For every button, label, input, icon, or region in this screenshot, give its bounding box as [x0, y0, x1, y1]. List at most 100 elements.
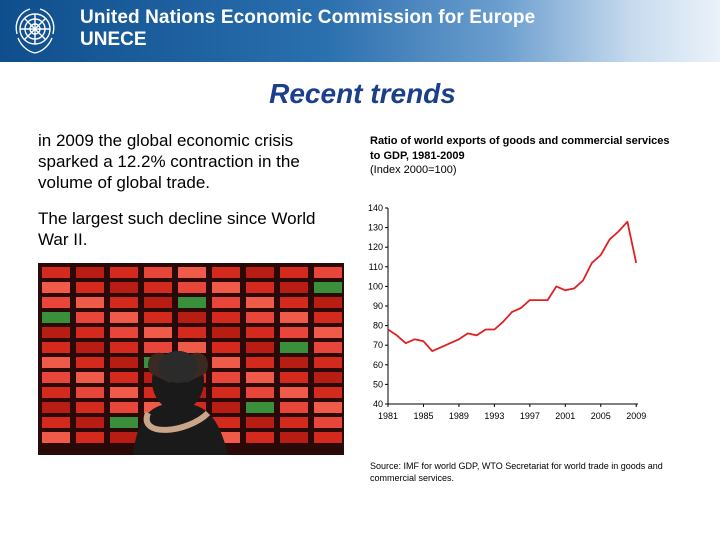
board-cell — [76, 417, 104, 428]
board-cell — [178, 342, 206, 353]
board-cell — [42, 312, 70, 323]
board-cell — [280, 372, 308, 383]
board-cell — [42, 417, 70, 428]
un-emblem-icon — [15, 8, 55, 54]
board-cell — [212, 327, 240, 338]
board-cell — [178, 327, 206, 338]
board-cell — [314, 342, 342, 353]
board-cell — [178, 297, 206, 308]
board-cell — [212, 417, 240, 428]
header-banner: United Nations Economic Commission for E… — [0, 0, 720, 62]
board-cell — [212, 432, 240, 443]
board-cell — [280, 357, 308, 368]
trading-board-photo-icon — [38, 263, 344, 455]
board-cell — [76, 387, 104, 398]
board-cell — [280, 387, 308, 398]
y-tick-label: 110 — [369, 262, 383, 272]
board-cell — [280, 342, 308, 353]
board-cell — [280, 402, 308, 413]
series-line — [387, 220, 638, 353]
board-cell — [246, 282, 274, 293]
board-cell — [144, 267, 172, 278]
board-cell — [280, 327, 308, 338]
board-cell — [314, 267, 342, 278]
board-cell — [212, 387, 240, 398]
board-cell — [42, 327, 70, 338]
board-cell — [280, 312, 308, 323]
board-cell — [246, 327, 274, 338]
board-cell — [76, 342, 104, 353]
board-cell — [246, 297, 274, 308]
board-cell — [280, 267, 308, 278]
board-cell — [212, 402, 240, 413]
board-cell — [246, 372, 274, 383]
board-cell — [246, 267, 274, 278]
board-cell — [42, 342, 70, 353]
chart-title: Ratio of world exports of goods and comm… — [370, 135, 670, 162]
board-cell — [246, 402, 274, 413]
board-cell — [246, 387, 274, 398]
board-cell — [314, 432, 342, 443]
board-cell — [76, 282, 104, 293]
y-tick-label: 140 — [368, 203, 383, 213]
board-cell — [76, 297, 104, 308]
paragraph-crisis: in 2009 the global economic crisis spark… — [38, 131, 300, 192]
board-cell — [246, 357, 274, 368]
board-cell — [42, 282, 70, 293]
board-cell — [280, 417, 308, 428]
board-cell — [42, 387, 70, 398]
y-tick-label: 40 — [373, 399, 383, 409]
y-tick-label: 60 — [373, 360, 383, 370]
board-cell — [212, 267, 240, 278]
x-tick-label: 2005 — [591, 411, 611, 421]
y-tick-label: 50 — [373, 379, 383, 389]
chart-subtitle: (Index 2000=100) — [370, 164, 457, 176]
board-cell — [110, 432, 138, 443]
board-cell — [110, 297, 138, 308]
board-cell — [42, 372, 70, 383]
board-cell — [280, 432, 308, 443]
board-cell — [314, 357, 342, 368]
org-abbreviation: UNECE — [80, 29, 147, 50]
board-cell — [178, 312, 206, 323]
x-tick-label: 2001 — [555, 411, 575, 421]
board-cell — [212, 312, 240, 323]
line-chart: 40 50 60 70 80 90 100 110 120 130 140 1981 1985 1989 1… — [368, 203, 646, 421]
board-cell — [76, 402, 104, 413]
board-cell — [110, 267, 138, 278]
board-cell — [314, 372, 342, 383]
board-cell — [76, 357, 104, 368]
board-cell — [246, 432, 274, 443]
paragraph-decline: The largest such decline since World War… — [38, 209, 316, 249]
board-cell — [314, 402, 342, 413]
board-cell — [110, 372, 138, 383]
board-cell — [110, 387, 138, 398]
board-cell — [314, 417, 342, 428]
y-tick-label: 80 — [373, 321, 383, 331]
x-tick-label: 1989 — [449, 411, 469, 421]
board-cell — [110, 357, 138, 368]
board-cell — [110, 342, 138, 353]
board-cell — [144, 297, 172, 308]
y-tick-label: 70 — [373, 340, 383, 350]
board-cell — [314, 312, 342, 323]
source-note: Source: IMF for world GDP, WTO Secretari… — [370, 461, 663, 483]
board-cell — [314, 327, 342, 338]
board-cell — [212, 342, 240, 353]
slide-title: Recent trends — [269, 78, 456, 109]
x-tick-label: 1997 — [520, 411, 540, 421]
x-tick-label: 1985 — [413, 411, 433, 421]
board-cell — [212, 372, 240, 383]
org-name: United Nations Economic Commission for E… — [80, 7, 536, 28]
board-cell — [144, 327, 172, 338]
board-cell — [314, 282, 342, 293]
board-cell — [110, 402, 138, 413]
board-cell — [110, 327, 138, 338]
board-cell — [280, 282, 308, 293]
board-cell — [246, 417, 274, 428]
board-cell — [314, 297, 342, 308]
board-cell — [76, 312, 104, 323]
board-cell — [76, 327, 104, 338]
board-cell — [42, 357, 70, 368]
x-tick-label: 1981 — [378, 411, 398, 421]
